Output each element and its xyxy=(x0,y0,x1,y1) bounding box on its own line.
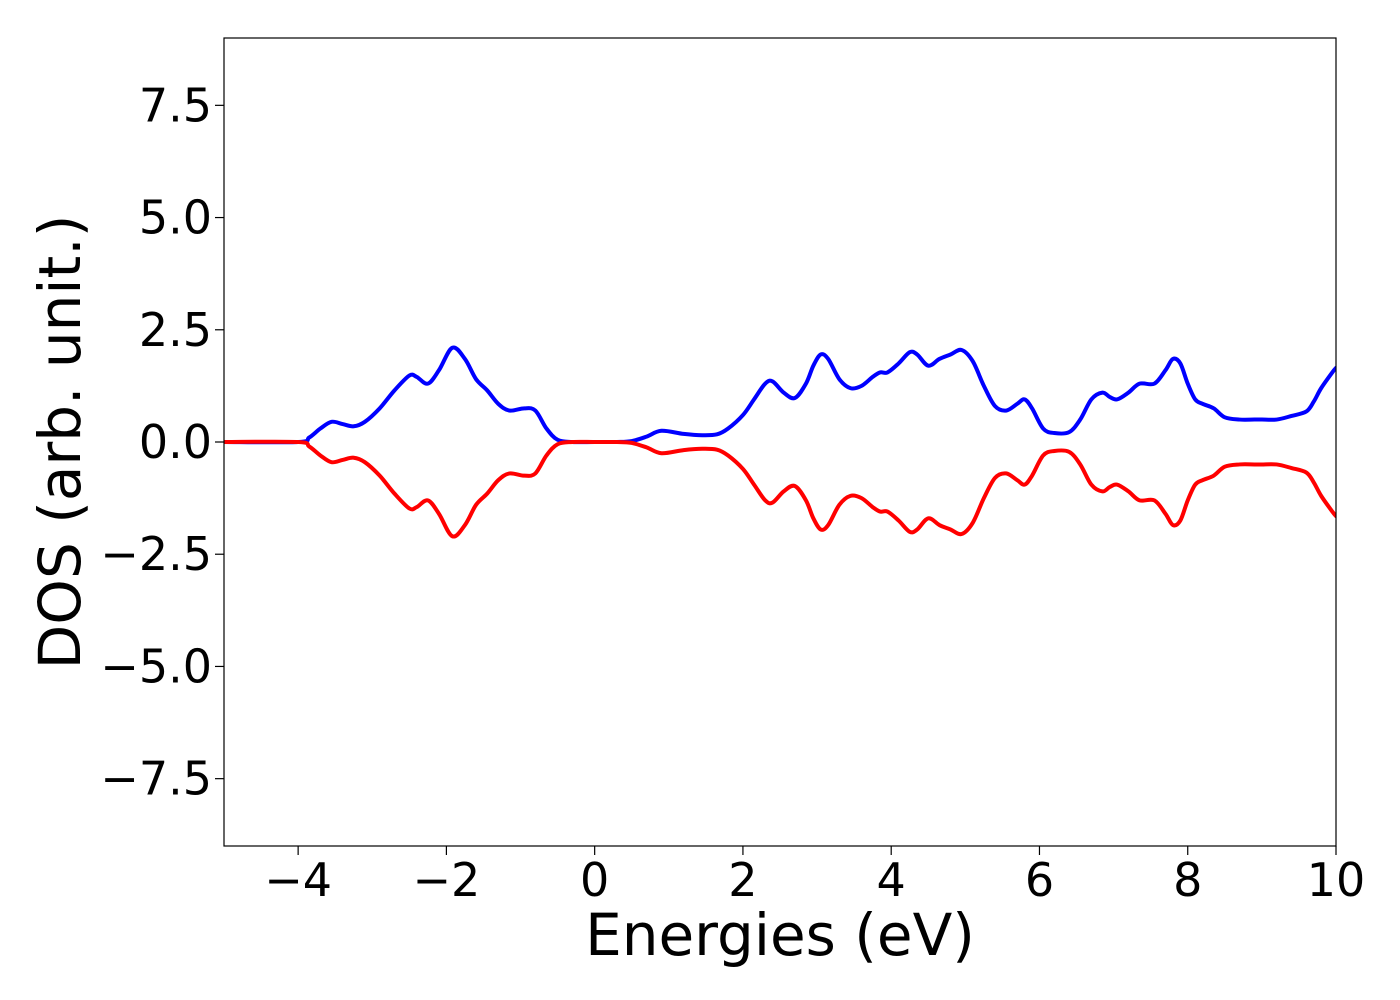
y-tick-label: 7.5 xyxy=(139,78,212,132)
y-tick-label: 5.0 xyxy=(139,191,212,245)
x-tick-label: 10 xyxy=(1307,853,1366,907)
x-tick-label: 8 xyxy=(1173,853,1202,907)
x-tick-label: 6 xyxy=(1025,853,1054,907)
y-tick-label: 0.0 xyxy=(139,415,212,469)
y-axis: −7.5 −5.0 −2.5 0.0 2.5 5.0 7.5 xyxy=(100,78,224,806)
x-tick-label: 4 xyxy=(877,853,906,907)
x-tick-label: −4 xyxy=(264,853,332,907)
series-layer xyxy=(224,345,1336,539)
x-tick-label: 2 xyxy=(728,853,757,907)
y-tick-label: −5.0 xyxy=(100,639,212,693)
y-tick-label: −2.5 xyxy=(100,527,212,581)
y-axis-label: DOS (arb. unit.) xyxy=(26,215,94,670)
plot-frame xyxy=(223,37,1337,847)
series-line-1 xyxy=(224,345,1336,445)
y-tick-label: −7.5 xyxy=(100,752,212,806)
x-tick-label: 0 xyxy=(580,853,609,907)
x-axis-label: Energies (eV) xyxy=(585,901,975,969)
x-tick-label: −2 xyxy=(412,853,480,907)
series-line-2 xyxy=(224,439,1336,539)
y-tick-label: 2.5 xyxy=(139,303,212,357)
x-axis: −4 −2 0 2 4 6 8 10 xyxy=(264,846,1365,907)
